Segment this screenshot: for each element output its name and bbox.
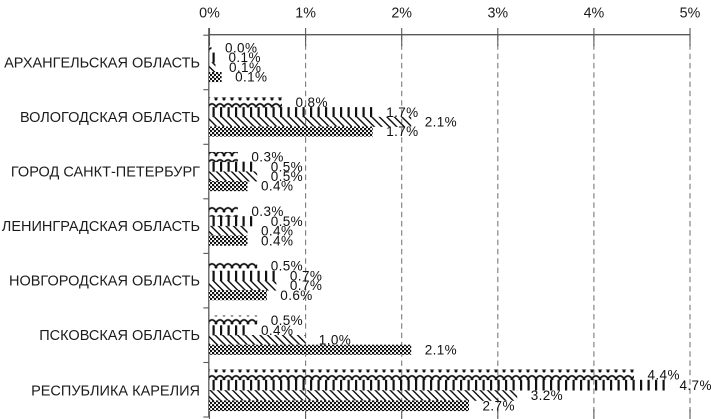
svg-text:0.6%: 0.6%	[280, 288, 312, 303]
svg-text:0.1%: 0.1%	[229, 60, 261, 75]
svg-text:0.7%: 0.7%	[290, 268, 322, 283]
svg-text:3%: 3%	[487, 6, 508, 22]
svg-text:0.7%: 0.7%	[290, 278, 322, 293]
svg-text:2.1%: 2.1%	[425, 115, 457, 130]
svg-text:0.1%: 0.1%	[235, 70, 267, 85]
svg-text:0.4%: 0.4%	[261, 179, 293, 194]
svg-text:0.3%: 0.3%	[251, 150, 283, 165]
svg-text:РЕСПУБЛИКА КАРЕЛИЯ: РЕСПУБЛИКА КАРЕЛИЯ	[31, 383, 200, 399]
svg-text:2.1%: 2.1%	[425, 342, 457, 357]
svg-text:0.8%: 0.8%	[296, 95, 328, 110]
svg-text:ПСКОВСКАЯ ОБЛАСТЬ: ПСКОВСКАЯ ОБЛАСТЬ	[39, 328, 200, 344]
svg-text:1.7%: 1.7%	[386, 124, 418, 139]
svg-text:0.4%: 0.4%	[261, 323, 293, 338]
svg-text:0.5%: 0.5%	[271, 159, 303, 174]
svg-text:0.4%: 0.4%	[261, 224, 293, 239]
svg-text:1.0%: 1.0%	[319, 333, 351, 348]
svg-text:1.7%: 1.7%	[386, 105, 418, 120]
svg-text:0%: 0%	[199, 6, 220, 22]
svg-text:0.0%: 0.0%	[225, 41, 257, 56]
svg-text:4%: 4%	[584, 6, 605, 22]
svg-text:0.5%: 0.5%	[271, 259, 303, 274]
svg-text:4.4%: 4.4%	[648, 368, 680, 383]
svg-text:2.7%: 2.7%	[483, 398, 515, 413]
svg-text:4.7%: 4.7%	[680, 378, 711, 393]
svg-text:АРХАНГЕЛЬСКАЯ ОБЛАСТЬ: АРХАНГЕЛЬСКАЯ ОБЛАСТЬ	[4, 56, 200, 72]
svg-text:0.5%: 0.5%	[271, 214, 303, 229]
svg-text:1%: 1%	[295, 6, 316, 22]
svg-text:НОВГОРОДСКАЯ ОБЛАСТЬ: НОВГОРОДСКАЯ ОБЛАСТЬ	[9, 274, 200, 290]
svg-text:ЛЕНИНГРАДСКАЯ ОБЛАСТЬ: ЛЕНИНГРАДСКАЯ ОБЛАСТЬ	[2, 219, 200, 235]
svg-text:5%: 5%	[680, 6, 701, 22]
svg-text:ВОЛОГОДСКАЯ ОБЛАСТЬ: ВОЛОГОДСКАЯ ОБЛАСТЬ	[20, 110, 200, 126]
svg-text:2%: 2%	[391, 6, 412, 22]
svg-text:3.2%: 3.2%	[531, 388, 563, 403]
svg-text:0.5%: 0.5%	[271, 313, 303, 328]
svg-text:0.3%: 0.3%	[251, 204, 283, 219]
svg-text:ГОРОД САНКТ-ПЕТЕРБУРГ: ГОРОД САНКТ-ПЕТЕРБУРГ	[11, 165, 200, 181]
svg-text:0.5%: 0.5%	[271, 169, 303, 184]
svg-text:0.1%: 0.1%	[229, 50, 261, 65]
svg-text:0.4%: 0.4%	[261, 233, 293, 248]
